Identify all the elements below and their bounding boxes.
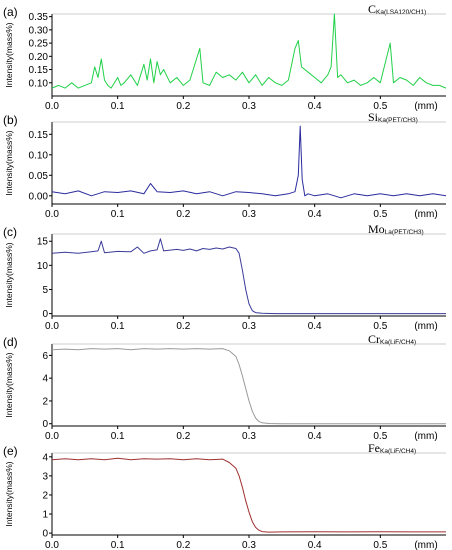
x-unit-label: (mm) (414, 540, 437, 550)
y-tick-label: 15 (37, 237, 49, 248)
x-tick-label: 0.5 (373, 431, 387, 442)
series-line-0 (51, 125, 447, 199)
y-tick-label: 6 (42, 351, 48, 362)
series-line-0 (51, 457, 446, 533)
y-tick-label: 3 (42, 471, 48, 482)
y-tick-label: 0.05 (29, 171, 49, 182)
panel-b: (b) SiKa(PET/CH3)0.000.050.100.150.0 0.1 0.… (3, 110, 447, 220)
element-sub-label: Ka(LiF/CH4) (380, 448, 416, 455)
x-tick-label: 0.0 (45, 540, 59, 550)
x-tick-label: 0.4 (308, 321, 322, 332)
y-tick-label: 0.00 (29, 191, 49, 202)
element-sub-label: Ka(PET/CH3) (378, 117, 418, 124)
y-tick-label: 0.35 (29, 12, 49, 23)
panel-label: (e) (3, 444, 18, 458)
x-tick-label: 0.5 (373, 101, 387, 112)
x-tick-label: 0.0 (45, 321, 59, 332)
y-tick-label: 1 (42, 510, 48, 521)
y-tick-label: 4 (42, 374, 48, 385)
panel-label: (a) (3, 5, 18, 19)
x-tick-label: 0.4 (308, 101, 322, 112)
x-tick-label: 0.3 (242, 101, 256, 112)
x-unit-label: (mm) (414, 101, 437, 112)
x-tick-label: 0.4 (308, 431, 322, 442)
panel-label: (b) (3, 113, 18, 127)
y-tick-label: 0.15 (29, 65, 49, 76)
series-line-0 (51, 13, 447, 89)
x-unit-label: (mm) (414, 321, 437, 332)
x-tick-label: 0.3 (242, 431, 256, 442)
y-axis-label: Intensity(mass%) (4, 130, 14, 195)
x-tick-label: 0.3 (242, 321, 256, 332)
x-tick-label: 0.5 (373, 540, 387, 550)
x-tick-label: 0.1 (111, 101, 125, 112)
y-axis-label: Intensity(mass%) (4, 461, 14, 526)
panel-label: (c) (3, 225, 17, 239)
x-tick-label: 0.1 (111, 321, 125, 332)
y-axis-label: Intensity(mass%) (4, 22, 14, 87)
y-tick-label: 0.25 (29, 39, 49, 50)
y-tick-label: 2 (42, 490, 48, 501)
y-tick-label: 0.10 (29, 150, 49, 161)
x-tick-label: 0.4 (308, 209, 322, 220)
y-tick-label: 0.30 (29, 25, 49, 36)
x-tick-label: 0.4 (308, 540, 322, 550)
series-line-0 (51, 238, 446, 315)
y-tick-label: 0 (42, 309, 48, 320)
x-tick-label: 0.1 (111, 431, 125, 442)
x-tick-label: 0.5 (373, 209, 387, 220)
x-tick-label: 0.5 (373, 321, 387, 332)
x-tick-label: 0.0 (45, 431, 59, 442)
element-sub-label: La(PET/CH3) (385, 229, 424, 236)
x-tick-label: 0.1 (111, 209, 125, 220)
element-sub-label: Ka(LSA120/CH1) (376, 9, 426, 16)
x-tick-label: 0.2 (176, 321, 190, 332)
y-tick-label: 2 (42, 396, 48, 407)
panel-label: (d) (3, 335, 18, 349)
y-tick-label: 10 (37, 261, 49, 272)
x-tick-label: 0.3 (242, 540, 256, 550)
x-tick-label: 0.2 (176, 101, 190, 112)
y-axis-label: Intensity(mass%) (4, 352, 14, 417)
x-tick-label: 0.1 (111, 540, 125, 550)
x-tick-label: 0.2 (176, 540, 190, 550)
y-tick-label: 5 (42, 285, 48, 296)
y-tick-label: 0 (42, 419, 48, 430)
x-tick-label: 0.0 (45, 101, 59, 112)
x-tick-label: 0.2 (176, 431, 190, 442)
panel-a: (a) CKa(LSA120/CH1)0.100.150.200.250.300.… (3, 2, 447, 112)
x-tick-label: 0.0 (45, 209, 59, 220)
y-tick-label: 0.15 (29, 130, 49, 141)
x-tick-label: 0.2 (176, 209, 190, 220)
y-tick-label: 4 (42, 452, 48, 463)
x-unit-label: (mm) (414, 209, 437, 220)
y-tick-label: 0.10 (29, 78, 49, 89)
element-sub-label: Ka(LiF/CH4) (380, 339, 416, 346)
x-tick-label: 0.3 (242, 209, 256, 220)
y-tick-label: 0 (42, 529, 48, 540)
x-unit-label: (mm) (414, 431, 437, 442)
y-tick-label: 0.20 (29, 52, 49, 63)
series-line-0 (51, 348, 446, 425)
y-axis-label: Intensity(mass%) (4, 242, 14, 307)
